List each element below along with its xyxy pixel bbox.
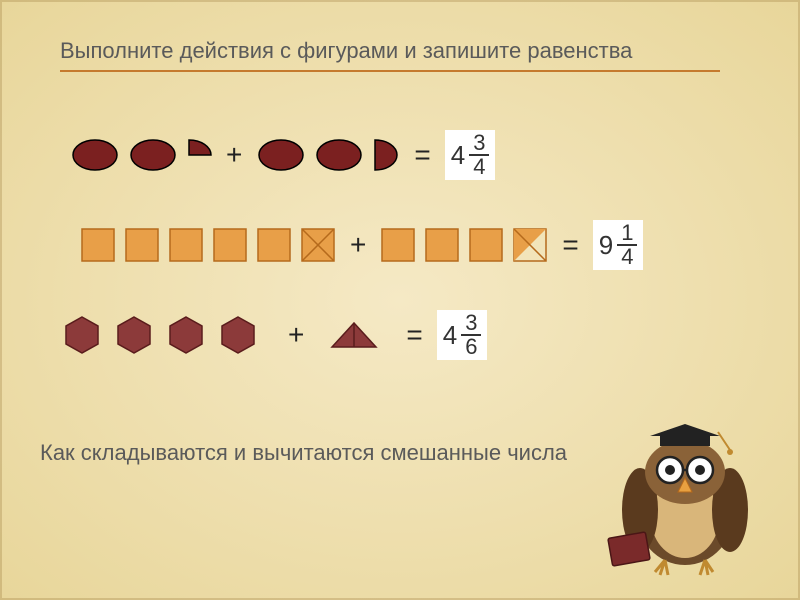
- result-fraction-1: 4 3 4: [445, 130, 496, 180]
- fraction-denominator: 4: [469, 156, 489, 178]
- equation-row-1: + = 4 3 4: [70, 130, 495, 180]
- hexagon-icon: [216, 313, 260, 357]
- fraction-denominator: 6: [461, 336, 481, 358]
- owl-professor-icon: [600, 410, 770, 580]
- question-text: Как складываются и вычитаются смешанные …: [40, 440, 567, 466]
- square-full-icon: [468, 227, 504, 263]
- ellipse-full-icon: [314, 137, 364, 173]
- hexagon-icon: [164, 313, 208, 357]
- square-half-icon: [512, 227, 548, 263]
- result-fraction-2: 9 1 4: [593, 220, 644, 270]
- square-full-icon: [424, 227, 460, 263]
- fraction-whole: 9: [599, 230, 613, 261]
- equals-operator: =: [406, 319, 422, 351]
- fraction-numerator: 3: [461, 312, 481, 336]
- square-full-icon: [212, 227, 248, 263]
- fraction-numerator: 1: [617, 222, 637, 246]
- square-diag-icon: [300, 227, 336, 263]
- equals-operator: =: [414, 139, 430, 171]
- ellipse-full-icon: [128, 137, 178, 173]
- square-full-icon: [168, 227, 204, 263]
- ellipse-full-icon: [70, 137, 120, 173]
- equals-operator: =: [562, 229, 578, 261]
- hexagon-icon: [60, 313, 104, 357]
- equation-row-2: + = 9 1 4: [80, 220, 643, 270]
- plus-operator: +: [226, 139, 242, 171]
- square-full-icon: [80, 227, 116, 263]
- plus-operator: +: [350, 229, 366, 261]
- fraction-whole: 4: [443, 320, 457, 351]
- ellipse-full-icon: [256, 137, 306, 173]
- fraction-denominator: 4: [617, 246, 637, 268]
- hexagon-icon: [112, 313, 156, 357]
- title-underline: [60, 70, 720, 72]
- square-full-icon: [124, 227, 160, 263]
- ellipse-half-icon: [372, 137, 400, 173]
- fraction-whole: 4: [451, 140, 465, 171]
- triangle-half-icon: [328, 317, 380, 353]
- page-title: Выполните действия с фигурами и запишите…: [60, 38, 632, 64]
- ellipse-quarter-icon: [186, 137, 212, 173]
- plus-operator: +: [288, 319, 304, 351]
- square-full-icon: [380, 227, 416, 263]
- square-full-icon: [256, 227, 292, 263]
- fraction-numerator: 3: [469, 132, 489, 156]
- equation-row-3: + = 4 3 6: [60, 310, 487, 360]
- result-fraction-3: 4 3 6: [437, 310, 488, 360]
